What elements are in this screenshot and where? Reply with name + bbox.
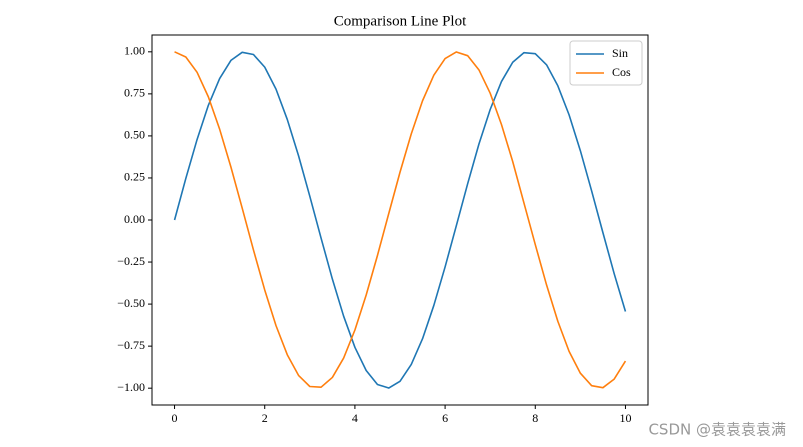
line-series — [173, 51, 627, 389]
y-tick-label: −0.75 — [117, 338, 145, 352]
x-tick-label: 2 — [262, 411, 268, 425]
line-series — [174, 51, 627, 389]
x-tick-label: 8 — [532, 411, 538, 425]
y-tick-label: 1.00 — [124, 44, 145, 58]
legend-label: Sin — [612, 46, 628, 60]
y-tick-label: 0.50 — [124, 128, 145, 142]
watermark: CSDN @袁袁袁袁满 — [648, 421, 786, 439]
y-tick-label: 0.00 — [124, 212, 145, 226]
legend-label: Cos — [612, 65, 631, 79]
y-tick-label: −0.25 — [117, 254, 145, 268]
chart-title: Comparison Line Plot — [334, 13, 467, 29]
x-tick-label: 0 — [172, 411, 178, 425]
x-tick-label: 10 — [619, 411, 631, 425]
plot-frame — [151, 34, 649, 406]
legend-box — [569, 40, 643, 86]
y-tick-label: 0.75 — [124, 86, 145, 100]
y-tick-label: −0.50 — [117, 296, 145, 310]
y-tick-label: 0.25 — [124, 170, 145, 184]
x-tick-label: 6 — [442, 411, 448, 425]
x-tick-label: 4 — [352, 411, 358, 425]
y-tick-label: −1.00 — [117, 380, 145, 394]
